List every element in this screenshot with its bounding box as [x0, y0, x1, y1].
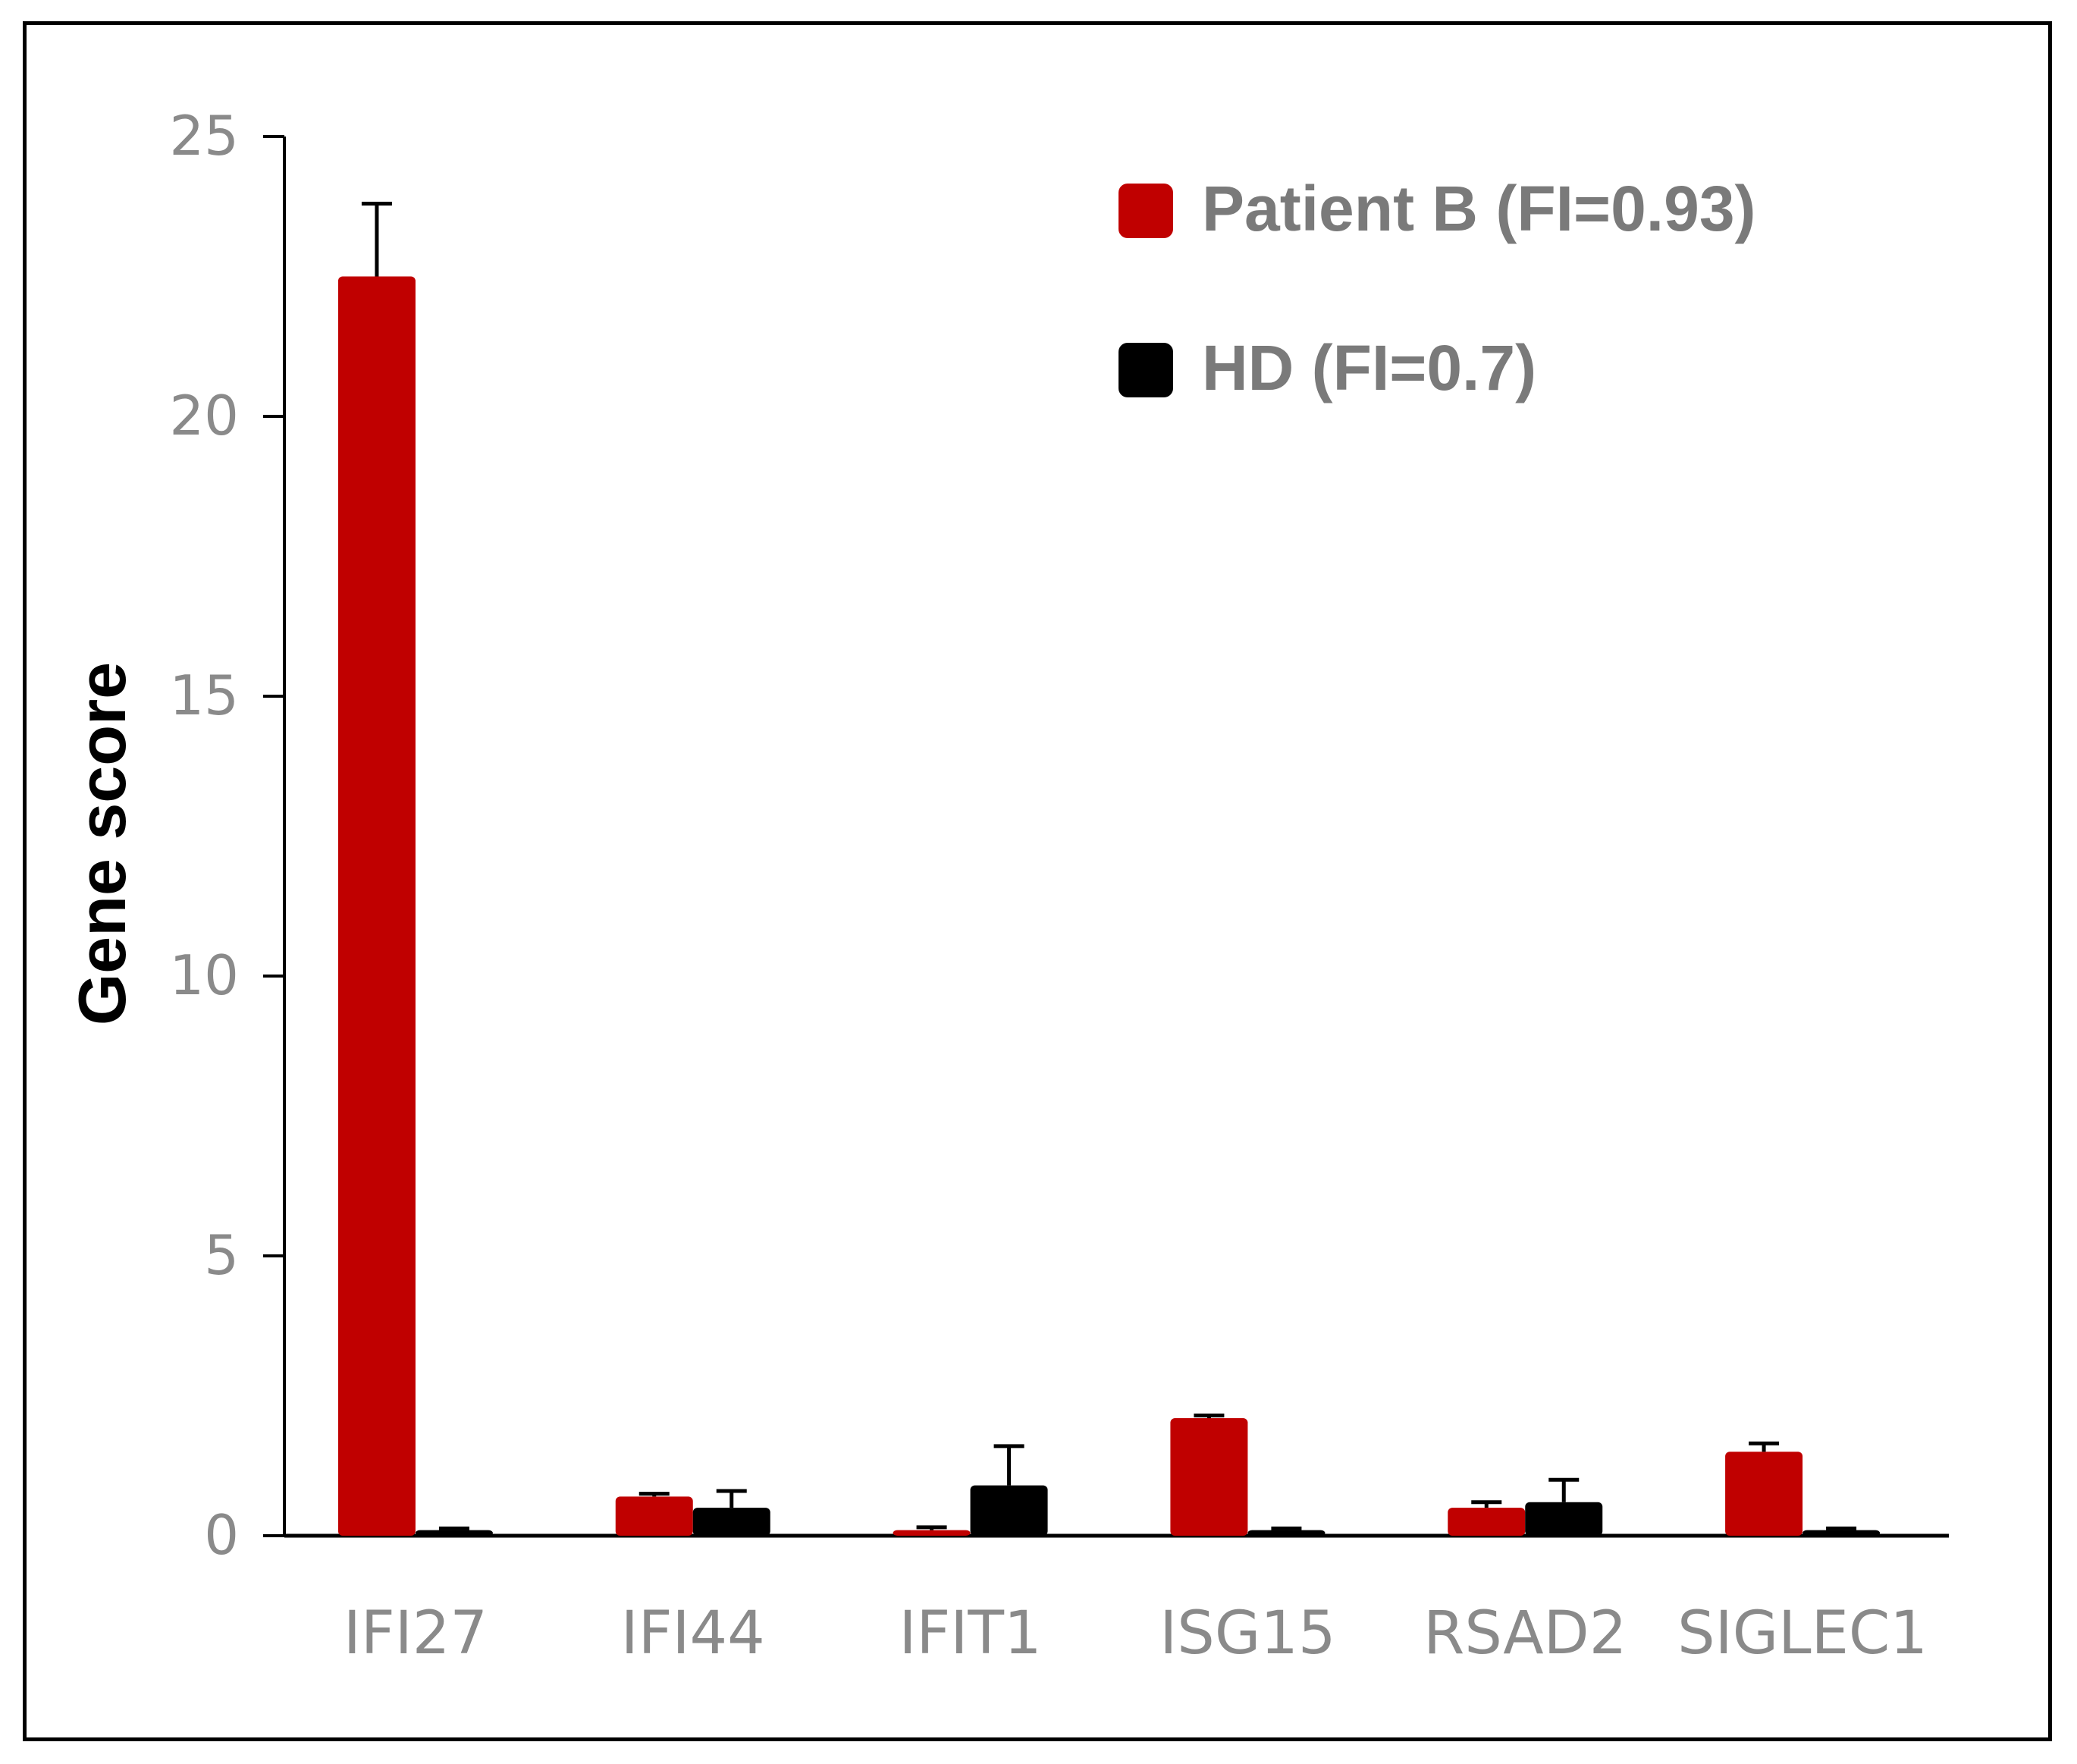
- y-tick-label: 20: [169, 384, 239, 447]
- y-tick-label: 10: [169, 943, 239, 1007]
- y-axis-title: Gene score: [64, 662, 140, 1025]
- y-tick-label: 15: [169, 664, 239, 727]
- x-tick-label: IFI44: [621, 1599, 765, 1668]
- x-tick-label: RSAD2: [1423, 1599, 1627, 1668]
- x-tick-label: ISG15: [1159, 1599, 1335, 1668]
- legend: Patient B (FI=0.93) HD (FI=0.7): [1119, 173, 1756, 403]
- bar-patient-b: [893, 1530, 971, 1536]
- labels: 0 5 10 15 20 25 Gene score IFI27 IFI44 IFIT1 ISG15…: [64, 104, 1928, 1668]
- bar-patient-b: [615, 1496, 693, 1536]
- axes: [263, 135, 1949, 1538]
- bar-patient-b: [1170, 1418, 1248, 1536]
- bar-hd: [1247, 1530, 1326, 1536]
- y-tick-label: 5: [204, 1223, 239, 1287]
- bar-hd: [1802, 1530, 1881, 1536]
- bar-patient-b: [1448, 1508, 1526, 1536]
- bar-hd: [970, 1485, 1048, 1536]
- x-tick-label: IFI27: [344, 1599, 488, 1668]
- bar-patient-b: [337, 276, 416, 1536]
- x-tick-label: SIGLEC1: [1677, 1599, 1928, 1668]
- bar-hd: [692, 1508, 770, 1536]
- y-tick-label: 25: [169, 104, 239, 168]
- y-tick-label: 0: [204, 1503, 239, 1567]
- bar-hd: [1525, 1502, 1603, 1536]
- legend-label: HD (FI=0.7): [1202, 332, 1536, 403]
- legend-swatch: [1119, 184, 1173, 238]
- legend-swatch: [1119, 343, 1173, 397]
- bar-hd: [415, 1530, 493, 1536]
- bar-patient-b: [1725, 1452, 1803, 1536]
- bars: [337, 202, 1881, 1536]
- x-tick-label: IFIT1: [899, 1599, 1042, 1668]
- legend-label: Patient B (FI=0.93): [1202, 173, 1756, 244]
